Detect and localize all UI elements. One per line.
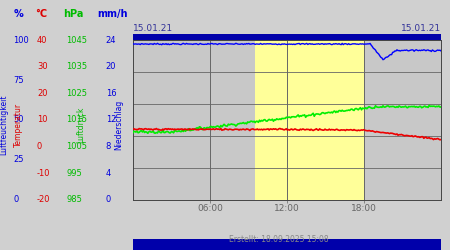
Text: mm/h: mm/h (97, 9, 127, 19)
Text: °C: °C (35, 9, 47, 19)
Text: 24: 24 (106, 36, 116, 44)
Text: Luftdruck: Luftdruck (76, 107, 86, 143)
Text: 15.01.21: 15.01.21 (401, 24, 441, 33)
Text: hPa: hPa (63, 9, 83, 19)
Text: 10: 10 (37, 116, 47, 124)
Text: 8: 8 (106, 142, 111, 151)
Text: Erstellt: 18.09.2025 15:08: Erstellt: 18.09.2025 15:08 (229, 235, 329, 244)
Text: 1005: 1005 (66, 142, 87, 151)
Text: 25: 25 (14, 156, 24, 164)
Text: Luftfeuchtigkeit: Luftfeuchtigkeit (0, 95, 8, 155)
Text: 75: 75 (14, 76, 24, 84)
Text: 20: 20 (37, 89, 47, 98)
Text: 20: 20 (106, 62, 116, 71)
Text: 995: 995 (66, 169, 82, 178)
Text: 985: 985 (66, 196, 82, 204)
Bar (255, 40, 364, 200)
Text: 100: 100 (14, 36, 29, 44)
Text: 1025: 1025 (66, 89, 87, 98)
Text: Niederschlag: Niederschlag (115, 100, 124, 150)
Text: %: % (14, 9, 23, 19)
Text: 1045: 1045 (66, 36, 87, 44)
Text: 1015: 1015 (66, 116, 87, 124)
Text: Temperatur: Temperatur (14, 103, 23, 147)
Text: 16: 16 (106, 89, 117, 98)
Text: -20: -20 (37, 196, 50, 204)
Text: 50: 50 (14, 116, 24, 124)
Text: 0: 0 (106, 196, 111, 204)
Text: 4: 4 (106, 169, 111, 178)
Text: 12: 12 (106, 116, 116, 124)
Text: 0: 0 (14, 196, 19, 204)
Text: -10: -10 (37, 169, 50, 178)
Text: 15.01.21: 15.01.21 (133, 24, 173, 33)
Text: 40: 40 (37, 36, 47, 44)
Text: 30: 30 (37, 62, 48, 71)
Text: 1035: 1035 (66, 62, 87, 71)
Text: 0: 0 (37, 142, 42, 151)
